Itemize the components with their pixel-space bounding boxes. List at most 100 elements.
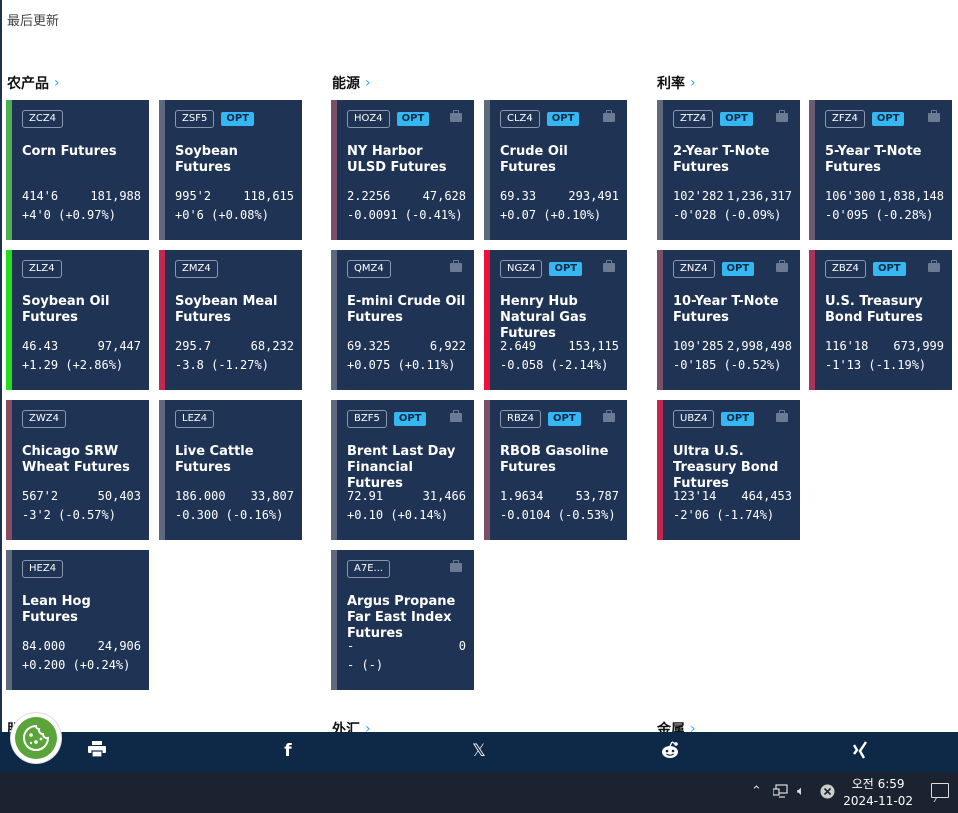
briefcase-icon[interactable] <box>776 110 788 122</box>
briefcase-icon[interactable] <box>928 110 940 122</box>
cookie-settings-button[interactable] <box>11 713 61 763</box>
contract-code: ZTZ4 <box>673 110 714 128</box>
futures-card-zmz4[interactable]: ZMZ4 Soybean Meal Futures 295.7 68,232 -… <box>159 250 302 390</box>
trend-bar <box>6 250 12 390</box>
trend-bar <box>331 250 337 390</box>
futures-card-zsf5[interactable]: ZSF5 OPT Soybean Futures 995'2 118,615 +… <box>159 100 302 240</box>
futures-card-lez4[interactable]: LEZ4 Live Cattle Futures 186.000 33,807 … <box>159 400 302 540</box>
clock[interactable]: 오전 6:59 2024-11-02 <box>843 776 913 810</box>
contract-code: ZWZ4 <box>22 410 66 428</box>
price-change: -1'13 (-1.19%) <box>825 358 927 372</box>
briefcase-icon[interactable] <box>450 410 462 422</box>
volume: 464,453 <box>741 489 792 503</box>
price-change: +0.10 (+0.14%) <box>347 508 449 522</box>
futures-card-qmz4[interactable]: QMZ4 E-mini Crude Oil Futures 69.325 6,9… <box>331 250 474 390</box>
futures-card-ztz4[interactable]: ZTZ4 OPT 2-Year T-Note Futures 102'282 1… <box>657 100 800 240</box>
briefcase-icon[interactable] <box>603 410 615 422</box>
volume: 2,998,498 <box>726 339 792 353</box>
futures-card-zlz4[interactable]: ZLZ4 Soybean Oil Futures 46.43 97,447 +1… <box>6 250 149 390</box>
price-change: -2'06 (-1.74%) <box>673 508 775 522</box>
futures-card-hoz4[interactable]: HOZ4 OPT NY Harbor ULSD Futures 2.2256 4… <box>331 100 474 240</box>
futures-card-zfz4[interactable]: ZFZ4 OPT 5-Year T-Note Futures 106'300 1… <box>809 100 952 240</box>
opt-badge[interactable]: OPT <box>871 112 905 126</box>
opt-badge[interactable]: OPT <box>546 112 580 126</box>
price-change: +0.075 (+0.11%) <box>347 358 456 372</box>
trend-bar <box>6 400 12 540</box>
section-agri-link[interactable]: 农产品 › <box>7 73 60 93</box>
opt-badge[interactable]: OPT <box>393 412 427 426</box>
last-price: 102'282 <box>673 189 724 203</box>
facebook-icon[interactable]: f <box>284 741 292 761</box>
last-price: 69.325 <box>347 339 391 353</box>
briefcase-icon[interactable] <box>603 260 615 272</box>
briefcase-icon[interactable] <box>603 110 615 122</box>
futures-card-bzf5[interactable]: BZF5 OPT Brent Last Day Financial Future… <box>331 400 474 540</box>
contract-name: 2-Year T-Note Futures <box>673 144 770 175</box>
print-icon[interactable] <box>85 741 109 762</box>
last-price: 2.2256 <box>347 189 391 203</box>
contract-name: U.S. Treasury Bond Futures <box>825 294 923 325</box>
notification-icon[interactable] <box>931 783 949 798</box>
futures-card-ngz4[interactable]: NGZ4 OPT Henry Hub Natural Gas Futures 2… <box>484 250 627 390</box>
price-change: +1.29 (+2.86%) <box>22 358 124 372</box>
briefcase-icon[interactable] <box>450 110 462 122</box>
section-rates-link[interactable]: 利率 › <box>657 73 696 93</box>
price-change: -0.0091 (-0.41%) <box>347 208 463 222</box>
x-icon[interactable]: 𝕏 <box>472 741 486 761</box>
trend-bar <box>809 100 815 240</box>
price-change: +0.07 (+0.10%) <box>500 208 602 222</box>
contract-code: A7E... <box>347 560 391 578</box>
briefcase-icon[interactable] <box>450 560 462 572</box>
trend-bar <box>331 550 337 690</box>
opt-badge[interactable]: OPT <box>872 262 906 276</box>
trend-bar <box>159 400 165 540</box>
reddit-icon[interactable] <box>658 741 682 764</box>
last-price: 46.43 <box>22 339 59 353</box>
xing-icon[interactable] <box>848 741 872 764</box>
price-change: -0.058 (-2.14%) <box>500 358 609 372</box>
close-circle-icon[interactable] <box>820 784 835 803</box>
trend-bar <box>159 100 165 240</box>
futures-card-clz4[interactable]: CLZ4 OPT Crude Oil Futures 69.33 293,491… <box>484 100 627 240</box>
futures-card-zcz4[interactable]: ZCZ4 Corn Futures 414'6 181,988 +4'0 (+0… <box>6 100 149 240</box>
price-change: +4'0 (+0.97%) <box>22 208 116 222</box>
briefcase-icon[interactable] <box>776 410 788 422</box>
opt-badge[interactable]: OPT <box>396 112 430 126</box>
opt-badge[interactable]: OPT <box>549 262 583 276</box>
price-change: -0'185 (-0.52%) <box>673 358 782 372</box>
volume: 24,906 <box>97 639 141 653</box>
contract-name: Crude Oil Futures <box>500 144 568 175</box>
futures-card-a7e[interactable]: A7E... Argus Propane Far East Index Futu… <box>331 550 474 690</box>
chevron-up-icon[interactable]: ⌃ <box>751 784 762 799</box>
opt-badge[interactable]: OPT <box>221 112 254 126</box>
briefcase-icon[interactable] <box>776 260 788 272</box>
contract-code: ZNZ4 <box>673 260 715 278</box>
briefcase-icon[interactable] <box>450 260 462 272</box>
opt-badge[interactable]: OPT <box>721 262 755 276</box>
contract-code: UBZ4 <box>673 410 715 428</box>
trend-bar <box>657 400 663 540</box>
contract-name: Ultra U.S. Treasury Bond Futures <box>673 444 779 491</box>
futures-card-hez4[interactable]: HEZ4 Lean Hog Futures 84.000 24,906 +0.2… <box>6 550 149 690</box>
futures-card-zwz4[interactable]: ZWZ4 Chicago SRW Wheat Futures 567'2 50,… <box>6 400 149 540</box>
opt-badge[interactable]: OPT <box>548 412 581 426</box>
volume: 47,628 <box>422 189 466 203</box>
futures-card-ubz4[interactable]: UBZ4 OPT Ultra U.S. Treasury Bond Future… <box>657 400 800 540</box>
opt-badge[interactable]: OPT <box>721 412 755 426</box>
futures-card-rbz4[interactable]: RBZ4 OPT RBOB Gasoline Futures 1.9634 53… <box>484 400 627 540</box>
volume: 33,807 <box>250 489 294 503</box>
clock-time: 오전 6:59 <box>851 777 905 791</box>
section-energy-link[interactable]: 能源 › <box>332 73 371 93</box>
futures-card-zbz4[interactable]: ZBZ4 OPT U.S. Treasury Bond Futures 116'… <box>809 250 952 390</box>
opt-badge[interactable]: OPT <box>720 112 753 126</box>
section-title: 农产品 <box>7 76 49 92</box>
briefcase-icon[interactable] <box>928 260 940 272</box>
volume: 0 <box>458 639 466 653</box>
futures-card-znz4[interactable]: ZNZ4 OPT 10-Year T-Note Futures 109'285 … <box>657 250 800 390</box>
contract-name: Soybean Oil Futures <box>22 294 110 325</box>
price-change: +0'6 (+0.08%) <box>175 208 269 222</box>
price-change: -3'2 (-0.57%) <box>22 508 116 522</box>
volume-icon[interactable]: 🔈︎ <box>797 784 805 799</box>
network-icon[interactable] <box>772 784 789 802</box>
volume: 6,922 <box>429 339 466 353</box>
